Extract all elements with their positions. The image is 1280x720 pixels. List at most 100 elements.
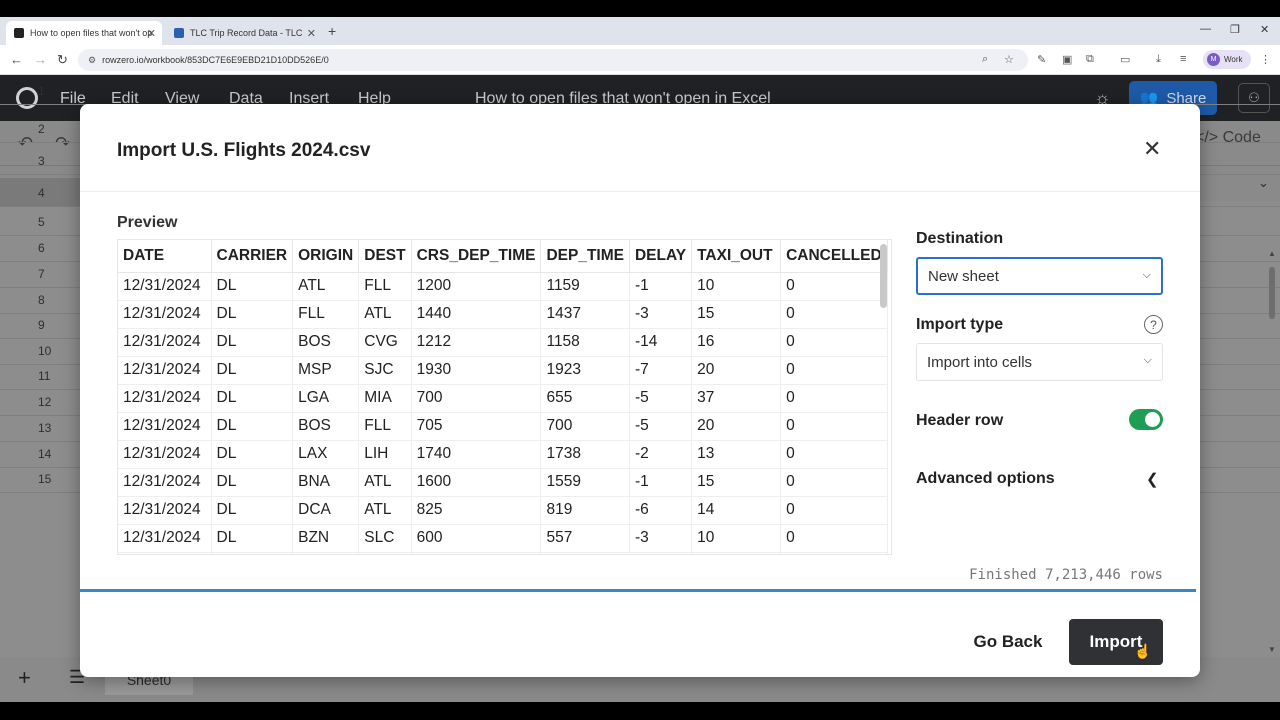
table-cell: 15 <box>691 300 782 329</box>
row-number[interactable]: 6 <box>38 241 45 255</box>
media-icon[interactable]: ≡ <box>1180 53 1187 65</box>
new-tab-icon[interactable]: + <box>328 23 337 39</box>
row-number[interactable]: 5 <box>38 215 45 229</box>
chevron-down-icon[interactable]: ⌄ <box>1258 175 1269 190</box>
row-number[interactable]: 12 <box>38 395 52 409</box>
table-cell: 0 <box>780 384 888 413</box>
more-menu-icon[interactable]: ⋮ <box>1260 54 1271 66</box>
reload-icon[interactable]: ↻ <box>57 52 68 67</box>
minimize-icon[interactable]: — <box>1200 23 1211 35</box>
menu-file[interactable]: File <box>60 90 86 107</box>
theme-toggle-icon[interactable]: ☼ <box>1094 88 1111 108</box>
menu-insert[interactable]: Insert <box>289 90 330 107</box>
row-number[interactable]: 15 <box>38 472 52 486</box>
bookmark-star-icon[interactable]: ☆ <box>1004 54 1014 66</box>
add-sheet-icon[interactable]: + <box>18 665 31 690</box>
back-icon[interactable]: ← <box>10 52 23 67</box>
table-cell: -3 <box>629 300 693 329</box>
close-icon[interactable]: ✕ <box>1143 136 1162 161</box>
table-cell: LGA <box>292 384 360 413</box>
account-icon[interactable]: ⚇ <box>1238 83 1270 113</box>
cast-icon[interactable]: ▭ <box>1120 54 1131 66</box>
table-cell: 13 <box>691 440 782 469</box>
table-cell: MSP <box>292 356 360 385</box>
table-cell: DL <box>211 496 294 525</box>
document-title[interactable]: How to open files that won't open in Exc… <box>475 90 771 107</box>
table-cell: 1437 <box>540 300 630 329</box>
chevron-left-icon[interactable]: ❮ <box>1146 471 1159 488</box>
close-tab-icon[interactable]: ✕ <box>306 27 316 40</box>
address-bar[interactable]: ⚙ rowzero.io/workbook/853DC7E6E9EBD21D10… <box>78 49 1028 71</box>
table-cell: 0 <box>780 524 888 553</box>
browser-tab-active[interactable]: How to open files that won't op ✕ <box>6 21 162 45</box>
row-number[interactable]: 2 <box>38 122 45 136</box>
row-number[interactable]: 1 <box>38 84 45 98</box>
table-cell: 20 <box>691 356 782 385</box>
table-cell: -14 <box>629 328 693 357</box>
help-icon[interactable]: ? <box>1144 315 1163 334</box>
menu-data[interactable]: Data <box>229 90 263 107</box>
destination-value: New sheet <box>928 267 999 285</box>
redo-icon[interactable]: ↷ <box>55 133 71 153</box>
undo-icon[interactable]: ↶ <box>18 133 34 153</box>
destination-label: Destination <box>916 230 1004 247</box>
row-number[interactable]: 14 <box>38 447 52 461</box>
table-cell <box>691 552 782 554</box>
import-button[interactable]: Import <box>1069 619 1163 665</box>
table-cell: 10 <box>691 272 782 301</box>
table-cell: -7 <box>629 356 693 385</box>
table-cell: DCA <box>292 496 360 525</box>
advanced-options-label[interactable]: Advanced options <box>916 470 1055 487</box>
app-logo-icon[interactable] <box>16 87 38 109</box>
close-tab-icon[interactable]: ✕ <box>146 27 156 40</box>
table-cell: CVG <box>358 328 412 357</box>
download-icon[interactable]: ⤓ <box>1156 53 1161 65</box>
grid-scrollbar[interactable]: ▲ ▼ <box>1268 249 1276 654</box>
row-number[interactable]: 10 <box>38 344 52 358</box>
row-number[interactable]: 11 <box>38 369 51 383</box>
table-cell: 12/31/2024 <box>118 356 212 385</box>
table-cell: 1738 <box>540 440 630 469</box>
preview-table[interactable]: DATE CARRIER ORIGIN DEST CRS_DEP_TIME DEP_TIM… <box>117 239 892 555</box>
row-number[interactable]: 7 <box>38 267 45 281</box>
table-cell: 12/31/2024 <box>118 384 212 413</box>
menu-help[interactable]: Help <box>358 90 391 107</box>
row-number[interactable]: 9 <box>38 318 45 332</box>
table-cell: 825 <box>411 496 542 525</box>
rowzero-favicon-icon <box>14 28 24 38</box>
table-cell: 1930 <box>411 356 542 385</box>
row-number[interactable]: 8 <box>38 293 45 307</box>
table-cell: -1 <box>629 468 693 497</box>
window-close-icon[interactable]: ✕ <box>1260 24 1270 36</box>
column-header: TAXI_OUT <box>691 240 782 273</box>
table-row: 12/31/2024 DL BZN SLC 600 557 -3 10 0 <box>118 524 888 553</box>
menu-edit[interactable]: Edit <box>111 90 139 107</box>
extensions-puzzle-icon[interactable]: ⧉ <box>1086 53 1094 65</box>
site-info-icon[interactable]: ⚙ <box>88 54 97 65</box>
forward-icon[interactable]: → <box>34 52 47 67</box>
extension-icon[interactable]: ✎ <box>1037 54 1047 66</box>
table-cell: 1159 <box>540 272 630 301</box>
preview-label: Preview <box>117 214 178 231</box>
browser-tabbar: How to open files that won't op ✕ TLC Tr… <box>0 17 1280 45</box>
code-button[interactable]: </> Code <box>1195 129 1261 147</box>
row-number[interactable]: 3 <box>38 154 45 168</box>
menu-view[interactable]: View <box>165 90 200 107</box>
table-cell: 1600 <box>411 468 542 497</box>
chevron-down-icon: ⌵ <box>1142 269 1151 281</box>
column-header: ORIGIN <box>292 240 360 273</box>
browser-tab[interactable]: TLC Trip Record Data - TLC ✕ <box>166 21 322 45</box>
header-row-toggle[interactable] <box>1129 409 1163 430</box>
row-number[interactable]: 4 <box>38 186 45 200</box>
status-text: Finished 7,213,446 rows <box>969 567 1163 583</box>
zoom-icon[interactable]: ⌕ <box>982 53 989 65</box>
table-row: 12/31/2024 DL BNA ATL 1600 1559 -1 15 0 <box>118 468 888 497</box>
restore-icon[interactable]: ❐ <box>1230 24 1240 36</box>
destination-select[interactable]: New sheet ⌵ <box>916 257 1163 295</box>
go-back-button[interactable]: Go Back <box>973 632 1043 651</box>
import-type-select[interactable]: Import into cells ⌵ <box>916 343 1163 381</box>
preview-scrollbar[interactable] <box>880 244 887 308</box>
row-number[interactable]: 13 <box>38 421 52 435</box>
extension-icon[interactable]: ▣ <box>1062 54 1073 66</box>
profile-button[interactable]: M Work <box>1203 50 1251 69</box>
